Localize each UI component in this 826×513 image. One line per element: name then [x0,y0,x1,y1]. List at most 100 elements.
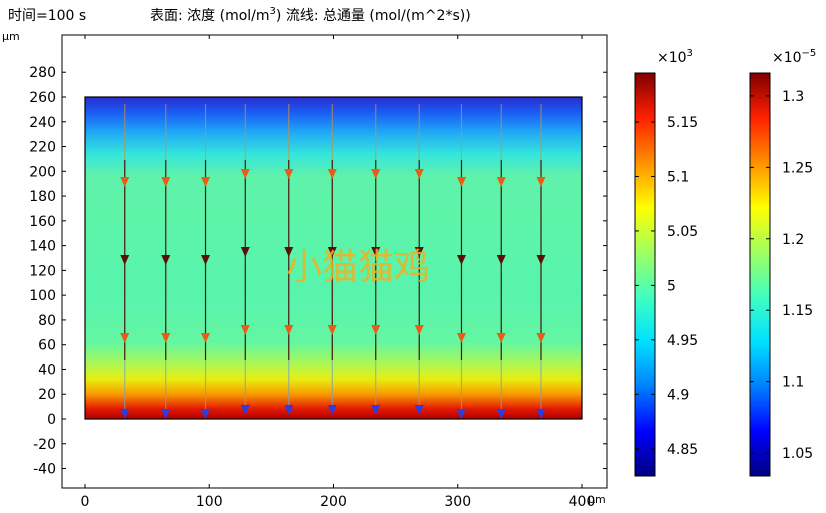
watermark-text: 小猫猫鸡 [286,247,430,288]
flux-arrow [284,169,294,179]
plot-title: 表面: 浓度 (mol/m3) 流线: 总通量 (mol/(m^2*s)) [150,6,471,24]
flux-arrow [240,247,250,257]
flux-arrow [120,255,130,265]
flux-arrow [371,325,381,335]
colorbar-concentration-gradient [634,72,656,477]
y-tick-label: 200 [29,164,56,180]
flux-arrow [414,169,424,179]
streamline [456,104,466,419]
colorbar-tick-label: 1.25 [782,160,813,176]
flux-arrow [120,333,130,343]
streamline [120,104,130,419]
flux-arrow [201,177,211,187]
colorbar-tick-label: 4.85 [667,442,698,458]
colorbar-tick-label: 5.15 [667,115,698,131]
flux-arrow [327,247,337,257]
colorbar-tick-label: 5.1 [667,169,689,185]
y-tick-label: 240 [29,115,56,131]
streamline [327,104,337,415]
flux-arrow [161,333,171,343]
colorbar-multiplier: ×103 [657,48,693,66]
x-tick-label: 400 [569,494,596,510]
colorbars: ×103 4.85 4.9 4.95 5 5.05 5.1 5.15 ×10−5 1.05 1.1 1… [634,48,816,477]
y-tick-label: 220 [29,140,56,156]
flux-arrow [456,409,466,419]
colorbar-tick-label: 1.2 [782,232,804,248]
flux-arrow [201,409,211,419]
axis-ticks: -40 -20 0 20 40 60 80 100 120 140 160 180 200 220 240 2… [29,35,607,510]
y-tick-label: 280 [29,65,56,81]
flux-arrow [371,247,381,257]
colorbar-tick-label: 1.1 [782,375,804,391]
flux-arrow [120,177,130,187]
x-tick-label: 0 [81,494,90,510]
flux-arrow [120,409,130,419]
streamline [284,104,294,415]
y-tick-label: 60 [38,338,56,354]
flux-arrow [327,325,337,335]
flux-arrow [414,247,424,257]
flux-arrow [240,405,250,415]
colorbar-tick-label: 1.05 [782,446,813,462]
x-tick-label: 300 [444,494,471,510]
streamline [201,104,211,419]
streamline [414,104,424,415]
title-suffix: ) 流线: 总通量 (mol/(m^2*s)) [276,8,471,24]
x-unit-label: µm [588,493,606,506]
flux-arrow [414,405,424,415]
y-tick-label: 80 [38,313,56,329]
flux-arrow [240,325,250,335]
colorbar-total-flux: ×10−5 1.05 1.1 1.15 1.2 1.25 1.3 [749,48,816,477]
streamline [536,104,546,419]
flux-arrow [456,177,466,187]
flux-arrow [536,255,546,265]
flux-arrow [161,177,171,187]
streamline [371,104,381,415]
flux-arrow [536,177,546,187]
streamline [496,104,506,419]
colorbar-tick-label: 4.9 [667,387,689,403]
y-tick-label: 260 [29,90,56,106]
colorbar-tick-label: 4.95 [667,333,698,349]
time-label: 时间=100 s [8,8,86,24]
flux-arrow [161,255,171,265]
colorbar-concentration: ×103 4.85 4.9 4.95 5 5.05 5.1 5.15 [634,48,698,477]
title-sup: 3 [270,6,276,17]
streamlines [120,104,546,419]
streamline [240,104,250,415]
flux-arrow [284,325,294,335]
colorbar-tick-label: 1.15 [782,303,813,319]
flux-arrow [496,409,506,419]
flux-arrow [536,409,546,419]
flux-arrow [201,333,211,343]
flux-arrow [371,169,381,179]
y-tick-label: 180 [29,189,56,205]
y-tick-label: 0 [47,412,56,428]
title-prefix: 表面: 浓度 (mol/m [150,8,270,24]
flux-arrow [327,169,337,179]
flux-arrow [496,255,506,265]
y-tick-label: 40 [38,362,56,378]
colorbar-total-flux-gradient [749,72,771,477]
streamline [161,104,171,419]
x-tick-label: 200 [320,494,347,510]
flux-arrow [414,325,424,335]
colorbar-tick-label: 1.3 [782,89,804,105]
y-tick-label: 120 [29,263,56,279]
y-tick-label: 20 [38,387,56,403]
x-tick-label: 100 [196,494,223,510]
flux-arrow [284,247,294,257]
flux-arrow [327,405,337,415]
flux-arrow [456,255,466,265]
flux-arrow [284,405,294,415]
y-tick-label: 140 [29,239,56,255]
flux-arrow [240,169,250,179]
flux-arrow [456,333,466,343]
y-tick-label: -20 [33,437,56,453]
flux-arrow [371,405,381,415]
flux-arrow [496,333,506,343]
colorbar-tick-label: 5 [667,278,676,294]
y-tick-label: 160 [29,214,56,230]
y-tick-label: 100 [29,288,56,304]
